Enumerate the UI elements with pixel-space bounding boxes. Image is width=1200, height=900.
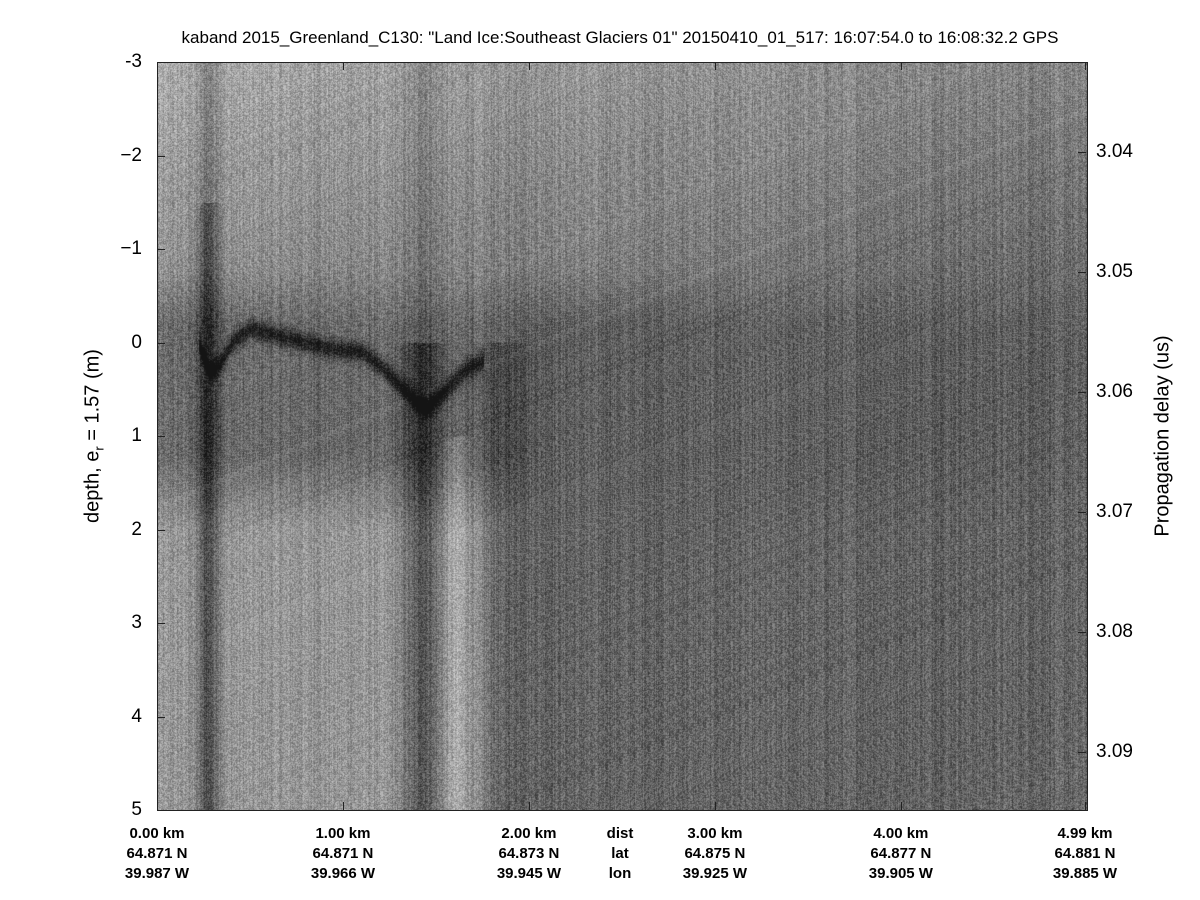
y-tick-label: 3 xyxy=(131,612,142,633)
x-tick-mark xyxy=(1085,802,1086,810)
y-tick-label: 5 xyxy=(131,799,142,820)
y2-tick-mark xyxy=(1078,512,1086,513)
lat-tick-label: 64.881 N xyxy=(1054,845,1116,862)
lat-tick-label: 64.877 N xyxy=(870,845,932,862)
y-tick-label: 0 xyxy=(131,331,142,353)
y-tick-label: 4 xyxy=(131,705,142,727)
lon-tick-label: 39.885 W xyxy=(1052,865,1118,882)
echogram-image xyxy=(157,62,1087,810)
lon-tick-label: 39.925 W xyxy=(682,865,748,882)
dist-tick-label: 1.00 km xyxy=(315,825,371,842)
x-tick-mark xyxy=(714,802,716,810)
y2-tick-label: 3.08 xyxy=(1096,621,1133,642)
y-tick-mark xyxy=(157,810,165,811)
x-tick-mark xyxy=(528,62,530,70)
x-tick-mark xyxy=(342,62,344,70)
lat-tick-label: 64.873 N xyxy=(498,845,560,862)
y-tick-mark xyxy=(157,623,165,624)
x-tick-mark xyxy=(528,802,530,810)
lon-tick-label: 39.905 W xyxy=(868,865,933,882)
y2-axis-label: Propagation delay (us) xyxy=(1151,335,1174,537)
y-tick-mark xyxy=(157,436,165,437)
y-tick-label: -3 xyxy=(125,51,142,72)
lat-tick-label: 64.871 N xyxy=(312,845,374,862)
y2-tick-label: 3.07 xyxy=(1096,501,1133,522)
y2-tick-mark xyxy=(1078,392,1086,393)
x-tick-label-group: 4.99 km 64.881 N 39.885 W xyxy=(1053,824,1117,884)
x-tick-label-group: 3.00 km 64.875 N 39.925 W xyxy=(683,824,747,884)
lon-row-label: lon xyxy=(608,865,632,882)
y2-tick-label: 3.09 xyxy=(1096,741,1133,762)
x-tick-mark xyxy=(900,62,902,70)
y-tick-label: 1 xyxy=(131,425,142,446)
x-tick-label-group: 0.00 km 64.871 N 39.987 W xyxy=(125,824,189,884)
y-tick-mark xyxy=(157,529,165,531)
chart-title: kaband 2015_Greenland_C130: "Land Ice:So… xyxy=(181,28,1059,47)
dist-tick-label: 0.00 km xyxy=(129,825,185,842)
x-tick-mark xyxy=(157,62,158,70)
lat-tick-label: 64.871 N xyxy=(126,845,188,862)
y2-tick-mark xyxy=(1078,272,1086,273)
x-tick-mark xyxy=(900,802,902,810)
lon-tick-label: 39.945 W xyxy=(496,865,562,882)
y2-tick-mark xyxy=(1078,152,1086,153)
lat-row-label: lat xyxy=(611,845,629,862)
y-tick-label: 2 xyxy=(131,518,142,540)
y2-tick-label: 3.05 xyxy=(1096,261,1133,282)
dist-tick-label: 3.00 km xyxy=(687,825,743,842)
dist-row-label: dist xyxy=(606,825,634,842)
y-tick-mark xyxy=(157,342,165,344)
y2-tick-mark xyxy=(1078,632,1086,633)
dist-tick-label: 4.99 km xyxy=(1057,825,1113,842)
y-tick-mark xyxy=(157,249,165,250)
y2-tick-label: 3.06 xyxy=(1096,381,1133,402)
x-row-labels: dist lat lon xyxy=(607,824,634,884)
x-tick-mark xyxy=(157,802,158,810)
x-tick-label-group: 4.00 km 64.877 N 39.905 W xyxy=(869,824,933,884)
x-tick-label-group: 2.00 km 64.873 N 39.945 W xyxy=(497,824,561,884)
lon-tick-label: 39.987 W xyxy=(124,865,190,882)
y-tick-mark xyxy=(157,155,165,157)
lon-tick-label: 39.966 W xyxy=(310,865,376,882)
y2-tick-label: 3.04 xyxy=(1096,141,1133,162)
x-tick-mark xyxy=(342,802,344,810)
y-tick-label: −2 xyxy=(120,144,142,166)
x-tick-label-group: 1.00 km 64.871 N 39.966 W xyxy=(311,824,375,884)
y2-tick-mark xyxy=(1078,752,1086,753)
y-axis-label: depth, er = 1.57 (m) xyxy=(81,349,107,523)
dist-tick-label: 4.00 km xyxy=(873,825,929,842)
x-tick-mark xyxy=(1085,62,1086,70)
lat-tick-label: 64.875 N xyxy=(684,845,746,862)
y-tick-label: −1 xyxy=(120,238,142,259)
y-tick-mark xyxy=(157,62,165,63)
y-tick-mark xyxy=(157,716,165,718)
x-tick-mark xyxy=(714,62,716,70)
dist-tick-label: 2.00 km xyxy=(501,825,557,842)
